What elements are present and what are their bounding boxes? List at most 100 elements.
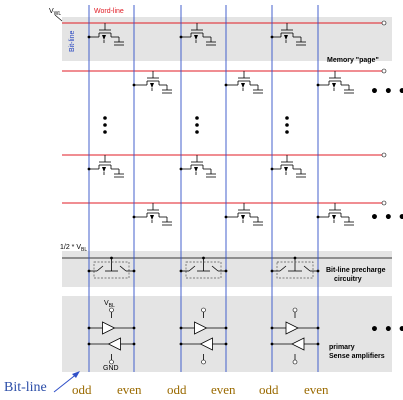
bitline-node xyxy=(270,167,274,171)
memory-page-band xyxy=(62,17,392,61)
sa-node xyxy=(224,342,228,346)
memory-cell xyxy=(179,155,216,178)
transistor-arrow xyxy=(284,35,288,40)
transistor-arrow xyxy=(102,35,106,40)
transistor-arrow xyxy=(332,83,336,88)
precharge-band xyxy=(62,251,392,287)
precharge-circuit xyxy=(87,256,136,279)
memory-cell xyxy=(87,23,124,46)
word-line-terminal xyxy=(381,152,387,158)
bitline-node xyxy=(87,35,91,39)
switch-right xyxy=(303,265,311,272)
switch-right xyxy=(211,265,219,272)
sa-node xyxy=(224,326,228,330)
vertical-ellipsis-dot xyxy=(285,130,289,134)
bitline-parity-label-6: even xyxy=(304,382,329,397)
precharge-circuit xyxy=(179,256,228,279)
vbl-terminal xyxy=(201,307,206,313)
bitline-parity-label-3: odd xyxy=(167,382,187,397)
bitline-node xyxy=(87,167,91,171)
precharge-circuit xyxy=(270,256,320,279)
switch-left xyxy=(96,265,104,272)
transistor-arrow xyxy=(241,215,245,220)
sa-vbl-sub: BL xyxy=(109,303,115,309)
precharge-label-2: circuitry xyxy=(334,276,362,283)
sa-node xyxy=(270,326,274,330)
switch-left xyxy=(279,265,287,272)
sa-node xyxy=(132,326,136,330)
word-line-terminal xyxy=(381,68,387,74)
vwl-leader xyxy=(54,14,63,22)
bitline-node xyxy=(132,269,136,273)
bitline-node xyxy=(179,35,183,39)
precharge-box xyxy=(93,261,130,279)
vbl-terminal xyxy=(292,307,298,313)
vertical-ellipsis-dot xyxy=(195,130,199,134)
bitline-node xyxy=(316,269,320,273)
memory-cell xyxy=(132,71,172,94)
sa-vbl-label: VBL xyxy=(104,300,115,309)
vertical-ellipsis-dot xyxy=(195,116,199,120)
sense-amplifier xyxy=(270,307,320,365)
sa-node xyxy=(270,342,274,346)
sense-amplifier xyxy=(87,307,136,365)
bitline-node xyxy=(270,269,274,273)
vwl-label: VWL xyxy=(49,8,61,17)
transistor-arrow xyxy=(332,215,336,220)
transistor-arrow xyxy=(102,167,106,172)
bitline-node xyxy=(316,83,320,87)
bottom-bitline-label: Bit-line xyxy=(4,380,47,395)
word-line-terminal xyxy=(381,200,387,206)
vertical-ellipsis-dot xyxy=(103,123,107,127)
sense-ellipsis: • • • xyxy=(370,322,403,338)
sa-gnd-label: GND xyxy=(103,365,119,372)
row-ellipsis-1: • • • xyxy=(370,84,403,100)
switch-right xyxy=(119,265,127,272)
sense-amp-band xyxy=(62,296,392,372)
gnd-terminal xyxy=(201,359,206,365)
row-ellipsis-2: • • • xyxy=(370,210,403,226)
sa-node xyxy=(132,342,136,346)
vertical-ellipsis-dot xyxy=(103,130,107,134)
bitline-node xyxy=(179,167,183,171)
transistor-arrow xyxy=(150,215,154,220)
bitline-node xyxy=(316,215,320,219)
sense-amplifier xyxy=(179,307,228,365)
transistor-arrow xyxy=(194,35,198,40)
sa-node xyxy=(316,342,320,346)
sa-node xyxy=(179,326,183,330)
sense-label-1: primary xyxy=(329,344,355,351)
bitline-arrow-head xyxy=(72,371,80,378)
sa-vbl-text: V xyxy=(104,300,109,307)
bitline-parity-label-5: odd xyxy=(259,382,279,397)
sa-node xyxy=(87,326,91,330)
memory-cell xyxy=(132,203,172,226)
gnd-terminal xyxy=(109,359,114,365)
sense-label-2: Sense amplifiers xyxy=(329,353,385,360)
memory-cell xyxy=(316,71,354,94)
bitline-node xyxy=(87,269,91,273)
sa-node xyxy=(87,342,91,346)
precharge-box xyxy=(185,261,222,279)
vertical-ellipsis-dot xyxy=(103,116,107,120)
memory-cell xyxy=(224,71,263,94)
bit-line-title: Bit-line xyxy=(69,30,76,52)
memory-cell xyxy=(179,23,216,46)
word-line-title: Word-line xyxy=(94,8,124,15)
transistor-arrow xyxy=(150,83,154,88)
bitline-node xyxy=(179,269,183,273)
vertical-ellipsis-dot xyxy=(195,123,199,127)
bitline-node xyxy=(132,215,136,219)
memory-cell xyxy=(270,155,306,178)
bitline-node xyxy=(224,269,228,273)
bitline-parity-label-2: even xyxy=(117,382,142,397)
vertical-ellipsis-dot xyxy=(285,123,289,127)
sa-node xyxy=(316,326,320,330)
bitline-node xyxy=(224,215,228,219)
precharge-label-1: Bit-line precharge xyxy=(326,267,386,274)
memory-cell xyxy=(224,203,263,226)
memory-cell xyxy=(87,155,124,178)
transistor-arrow xyxy=(241,83,245,88)
switch-left xyxy=(188,265,196,272)
